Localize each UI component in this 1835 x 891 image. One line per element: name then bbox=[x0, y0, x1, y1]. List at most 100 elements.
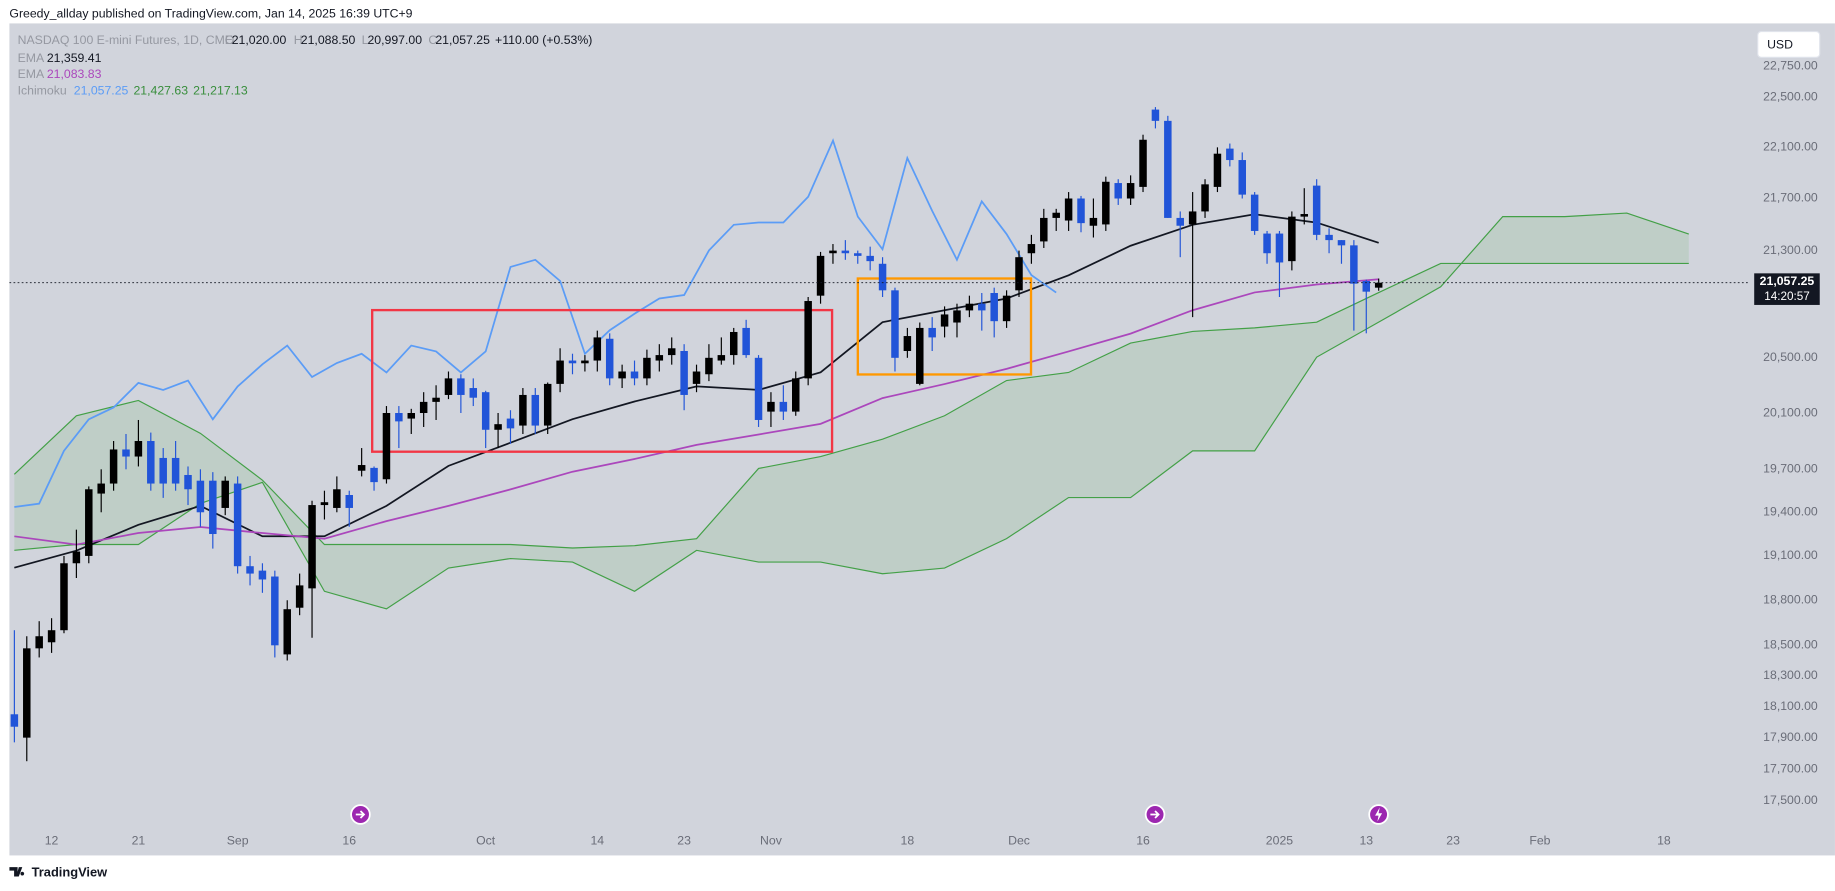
indicator-line bbox=[14, 278, 1379, 546]
indicator-value: 21,083.83 bbox=[47, 67, 102, 81]
candle-body bbox=[965, 303, 974, 311]
candle-body bbox=[742, 327, 750, 356]
candle-body bbox=[419, 401, 428, 414]
candle-body bbox=[72, 551, 81, 564]
y-tick-label: 17,700.00 bbox=[1763, 761, 1818, 775]
candle-body bbox=[1362, 281, 1371, 292]
candle-body bbox=[841, 250, 850, 254]
candle-body bbox=[382, 413, 391, 480]
candle-body bbox=[1312, 185, 1321, 235]
y-tick-label: 17,900.00 bbox=[1763, 730, 1818, 744]
candle-body bbox=[134, 441, 143, 457]
candle-body bbox=[1238, 160, 1246, 195]
x-tick-label: Sep bbox=[227, 834, 249, 848]
candle-body bbox=[829, 250, 837, 254]
candle-body bbox=[1151, 109, 1160, 121]
candle-body bbox=[1064, 198, 1073, 221]
candle-body bbox=[159, 457, 167, 484]
legend-symbol: NASDAQ 100 E-mini Futures, 1D, CME bbox=[18, 33, 233, 47]
legend-letter: O bbox=[225, 33, 235, 47]
candle-body bbox=[581, 360, 589, 364]
x-tick-label: 21 bbox=[132, 834, 146, 848]
legend-change: +110.00 (+0.53%) bbox=[495, 33, 592, 47]
candle-body bbox=[729, 331, 738, 356]
candle-body bbox=[643, 357, 651, 379]
price-label-box bbox=[1754, 273, 1820, 305]
candle-body bbox=[122, 449, 130, 457]
legend-value: 21,057.25 bbox=[435, 33, 490, 47]
candle-body bbox=[1114, 183, 1122, 199]
y-tick-label: 18,300.00 bbox=[1763, 668, 1818, 682]
y-tick-label: 18,100.00 bbox=[1763, 699, 1818, 713]
candle-body bbox=[147, 441, 155, 484]
candle-body bbox=[1139, 139, 1147, 187]
candle-body bbox=[1300, 214, 1309, 217]
candle-body bbox=[531, 394, 540, 426]
footer-text: TradingView bbox=[32, 864, 109, 879]
x-tick-label: Feb bbox=[1529, 834, 1550, 848]
y-tick-label: 19,100.00 bbox=[1763, 548, 1818, 562]
red-box bbox=[371, 308, 834, 453]
candle-body bbox=[878, 263, 887, 291]
candle-body bbox=[593, 337, 602, 361]
candle-body bbox=[320, 502, 329, 506]
candle-body bbox=[469, 388, 478, 398]
footer-logo: TradingView bbox=[9, 864, 108, 879]
candle-body bbox=[444, 378, 453, 395]
indicator-line bbox=[14, 138, 1057, 508]
candle-body bbox=[655, 355, 664, 361]
candle-body bbox=[1350, 245, 1358, 284]
event-icons bbox=[350, 804, 1389, 825]
candle-body bbox=[283, 609, 291, 655]
currency-button[interactable] bbox=[1757, 31, 1821, 58]
price-label: 21,057.25 bbox=[1760, 274, 1815, 288]
x-tick-label: 23 bbox=[1446, 834, 1460, 848]
candle-body bbox=[978, 303, 986, 311]
candle-body bbox=[109, 449, 118, 484]
candle-body bbox=[221, 480, 229, 508]
x-tick-label: 18 bbox=[1657, 834, 1671, 848]
indicator-name: EMA bbox=[18, 67, 45, 81]
x-tick-label: 23 bbox=[677, 834, 691, 848]
candle-body bbox=[10, 714, 19, 727]
candle-body bbox=[630, 371, 639, 379]
y-tick-label: 21,300.00 bbox=[1763, 243, 1818, 257]
currency-label: USD bbox=[1767, 37, 1793, 51]
candle-body bbox=[457, 378, 465, 395]
candle-body bbox=[1250, 194, 1259, 231]
candle-body bbox=[1015, 257, 1023, 291]
candle-body bbox=[928, 327, 936, 338]
x-tick-label: Nov bbox=[760, 834, 783, 848]
candle-body bbox=[953, 310, 961, 323]
header: Greedy_allday published on TradingView.c… bbox=[9, 6, 412, 20]
cloud-fill bbox=[14, 213, 1689, 609]
price-countdown: 14:20:57 bbox=[1764, 290, 1810, 303]
cloud-line bbox=[13, 262, 1689, 549]
candle-body bbox=[1263, 233, 1271, 254]
candle-body bbox=[568, 360, 577, 364]
candle-body bbox=[506, 418, 515, 429]
indicator-name: Ichimoku bbox=[18, 84, 67, 98]
candle-body bbox=[395, 413, 403, 422]
legend-letter: C bbox=[428, 33, 437, 47]
y-tick-label: 22,750.00 bbox=[1763, 58, 1818, 72]
event-icon-bolt bbox=[1375, 807, 1383, 822]
y-tick-label: 20,100.00 bbox=[1763, 405, 1818, 419]
candle-body bbox=[767, 401, 775, 412]
candle-body bbox=[246, 566, 254, 574]
candle-body bbox=[481, 392, 490, 430]
candle-body bbox=[60, 563, 68, 631]
x-tick-label: 18 bbox=[901, 834, 915, 848]
candle-body bbox=[171, 457, 180, 484]
candle-body bbox=[97, 483, 105, 494]
candle-body bbox=[618, 371, 626, 379]
candle-body bbox=[519, 394, 527, 426]
candle-body bbox=[1226, 148, 1234, 161]
candle-body bbox=[543, 383, 552, 426]
candle-body bbox=[1337, 240, 1346, 246]
candle-body bbox=[816, 255, 825, 296]
candle-body bbox=[804, 301, 812, 379]
candle-body bbox=[1176, 217, 1184, 226]
